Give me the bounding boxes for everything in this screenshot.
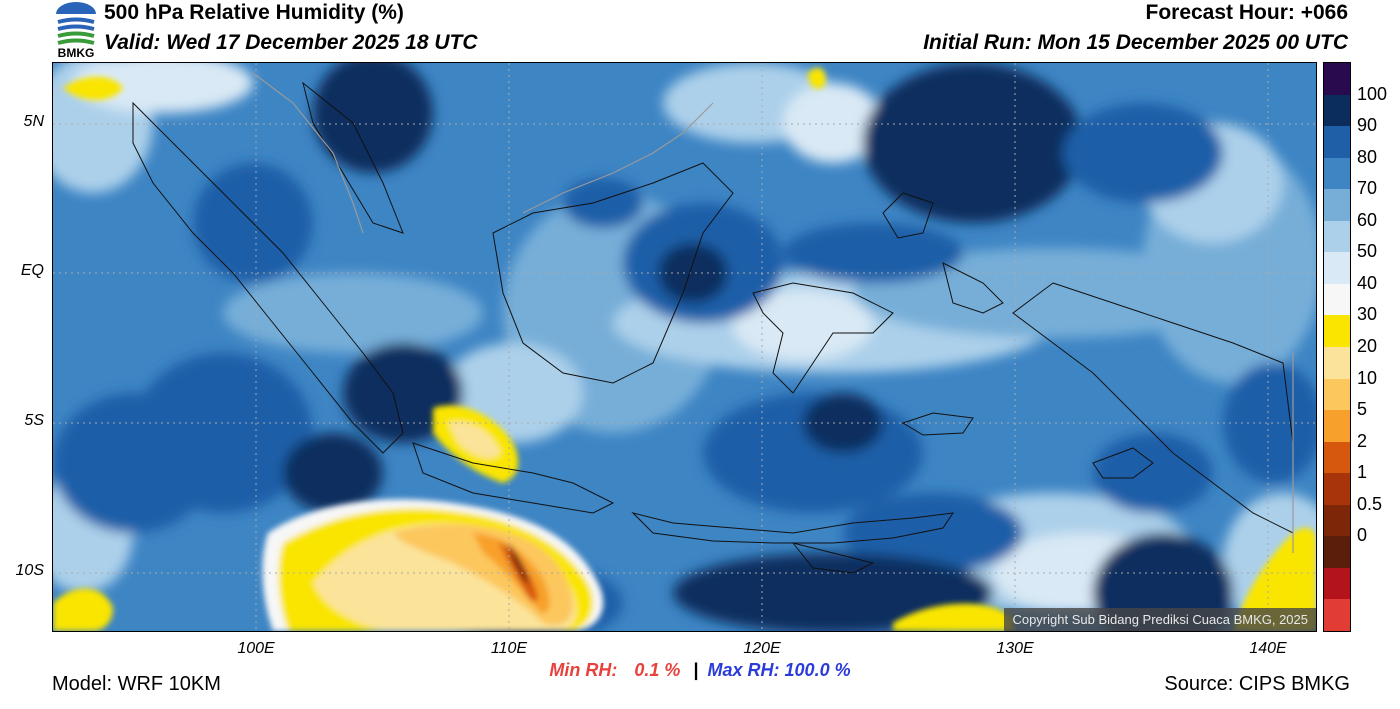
- lon-label-120e: 120E: [743, 640, 781, 657]
- lon-label-100e: 100E: [237, 640, 275, 657]
- colorbar-tick-label: 100: [1357, 83, 1388, 104]
- colorbar-tick-label: 60: [1357, 209, 1378, 230]
- colorbar-segment: [1324, 315, 1350, 348]
- source-info: Source: CIPS BMKG: [1164, 673, 1350, 695]
- colorbar-segment: [1324, 536, 1350, 569]
- colorbar-tick-label: 10: [1357, 367, 1378, 388]
- colorbar-segment: [1324, 189, 1350, 222]
- colorbar-segment: [1324, 157, 1350, 190]
- colorbar-tick-label: 2: [1357, 430, 1368, 451]
- colorbar-tick-label: 40: [1357, 272, 1378, 293]
- colorbar-segment: [1324, 410, 1350, 443]
- colorbar-tick-label: 90: [1357, 115, 1378, 136]
- colorbar-segment: [1324, 126, 1350, 159]
- max-rh-label: Max RH:: [707, 660, 780, 680]
- colorbar-segment: [1324, 94, 1350, 127]
- colorbar-segment: [1324, 63, 1350, 96]
- colorbar-tick-label: 70: [1357, 178, 1378, 199]
- valid-time: Valid: Wed 17 December 2025 18 UTC: [104, 31, 478, 54]
- lat-label-5s: 5S: [24, 412, 44, 429]
- bmkg-logo: BMKG: [50, 0, 102, 60]
- lon-label-140e: 140E: [1249, 640, 1287, 657]
- colorbar-tick-label: 20: [1357, 336, 1378, 356]
- colorbar-tick-label: 1: [1357, 462, 1368, 483]
- model-info: Model: WRF 10KM: [52, 673, 221, 695]
- colorbar-segment: [1324, 347, 1350, 380]
- svg-text:BMKG: BMKG: [58, 46, 95, 60]
- colorbar-segment: [1324, 220, 1350, 253]
- colorbar-segment: [1324, 441, 1350, 474]
- colorbar-tick-label: 50: [1357, 241, 1378, 262]
- lat-label-5n: 5N: [23, 113, 44, 130]
- forecast-hour: Forecast Hour: +066: [1145, 1, 1349, 24]
- chart-title: 500 hPa Relative Humidity (%): [104, 1, 404, 24]
- lon-label-130e: 130E: [996, 640, 1034, 657]
- colorbar-tick-label: 5: [1357, 399, 1368, 420]
- colorbar: [1323, 62, 1351, 632]
- colorbar-tick-label: 30: [1357, 304, 1378, 325]
- max-rh-value: 100.0 %: [784, 660, 851, 680]
- rh-stats: Min RH: 0.1 % | Max RH: 100.0 %: [0, 660, 1400, 681]
- colorbar-tick-label: 0.5: [1357, 493, 1383, 514]
- colorbar-tick-label: 80: [1357, 146, 1378, 167]
- initial-run: Initial Run: Mon 15 December 2025 00 UTC: [923, 31, 1348, 54]
- colorbar-segment: [1324, 567, 1350, 600]
- colorbar-tick-label: 0: [1357, 525, 1368, 546]
- humidity-map: Copyright Sub Bidang Prediksi Cuaca BMKG…: [52, 62, 1317, 632]
- colorbar-segment: [1324, 473, 1350, 506]
- coastlines: [132, 81, 1294, 574]
- colorbar-segment: [1324, 504, 1350, 537]
- colorbar-segment: [1324, 283, 1350, 316]
- stats-separator: |: [693, 660, 699, 680]
- min-rh-label: Min RH:: [549, 660, 618, 680]
- copyright-notice: Copyright Sub Bidang Prediksi Cuaca BMKG…: [1004, 608, 1316, 631]
- lon-label-110e: 110E: [490, 640, 528, 657]
- colorbar-segment: [1324, 599, 1350, 632]
- humidity-field: [53, 63, 1316, 631]
- colorbar-segment: [1324, 378, 1350, 411]
- colorbar-segment: [1324, 252, 1350, 285]
- lat-label-eq: EQ: [20, 262, 44, 279]
- lat-label-10s: 10S: [15, 562, 44, 579]
- min-rh-value: 0.1 %: [634, 660, 681, 680]
